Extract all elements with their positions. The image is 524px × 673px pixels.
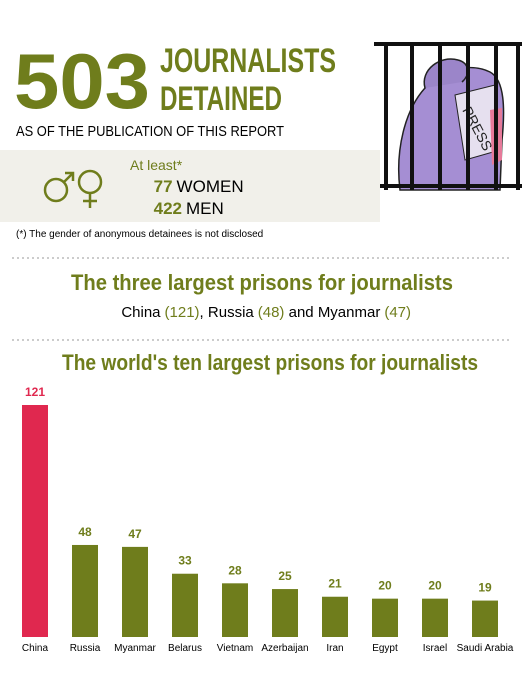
bar xyxy=(122,546,148,637)
headline: DETAINED xyxy=(160,80,282,118)
bar xyxy=(322,596,348,637)
footnote: (*) The gender of anonymous detainees is… xyxy=(16,229,263,240)
x-tick-label: Belarus xyxy=(168,643,202,654)
section-title: The three largest prisons for journalist… xyxy=(71,270,453,295)
count: 77 xyxy=(154,177,173,196)
count: (48) xyxy=(258,304,285,321)
bar xyxy=(272,589,298,637)
headline: JOURNALISTS xyxy=(160,42,336,80)
value-label: 20 xyxy=(378,579,392,593)
x-tick-label: Russia xyxy=(70,643,101,654)
count: (47) xyxy=(384,304,411,321)
x-tick-label: Vietnam xyxy=(217,643,254,654)
value-label: 47 xyxy=(128,527,142,541)
x-tick-label: Iran xyxy=(326,643,343,654)
bar xyxy=(222,583,248,637)
count: 422 xyxy=(154,199,182,218)
x-tick-label: China xyxy=(22,643,49,654)
value-label: 25 xyxy=(278,569,292,583)
value-label: 21 xyxy=(328,577,342,591)
men-count: 422 MEN xyxy=(130,199,238,218)
country: China xyxy=(121,304,161,321)
x-tick-label: Saudi Arabia xyxy=(457,643,514,654)
bar xyxy=(22,405,48,637)
gender-icon xyxy=(43,169,103,208)
illustration: PRESS xyxy=(374,42,522,191)
bar xyxy=(372,598,398,637)
value-label: 20 xyxy=(428,579,442,593)
gender-intro: At least* xyxy=(130,157,183,173)
value-label: 48 xyxy=(78,525,92,539)
value-label: 121 xyxy=(25,385,45,399)
bar xyxy=(472,600,498,637)
count: (121) xyxy=(165,304,200,321)
value-label: 19 xyxy=(478,581,492,595)
bar xyxy=(72,544,98,637)
bar xyxy=(422,598,448,637)
three-largest-sentence: China (121), Russia (48) and Myanmar (47) xyxy=(100,304,423,321)
subtitle: AS OF THE PUBLICATION OF THIS REPORT xyxy=(16,123,284,140)
big-number: 503 xyxy=(14,37,150,125)
label: MEN xyxy=(186,199,224,218)
joiner: and xyxy=(284,304,317,321)
country: Myanmar xyxy=(318,304,381,321)
women-count: 77 WOMEN xyxy=(130,177,258,196)
joiner: , xyxy=(200,304,208,321)
value-label: 28 xyxy=(228,563,242,577)
x-tick-label: Egypt xyxy=(372,643,398,654)
country: Russia xyxy=(208,304,255,321)
bar xyxy=(172,573,198,637)
x-tick-label: Israel xyxy=(423,643,447,654)
chart-title: The world's ten largest prisons for jour… xyxy=(62,350,478,375)
x-tick-label: Azerbaijan xyxy=(261,643,308,654)
gender-panel xyxy=(0,150,380,222)
value-label: 33 xyxy=(178,554,192,568)
x-tick-label: Myanmar xyxy=(114,643,156,654)
label: WOMEN xyxy=(177,177,244,196)
